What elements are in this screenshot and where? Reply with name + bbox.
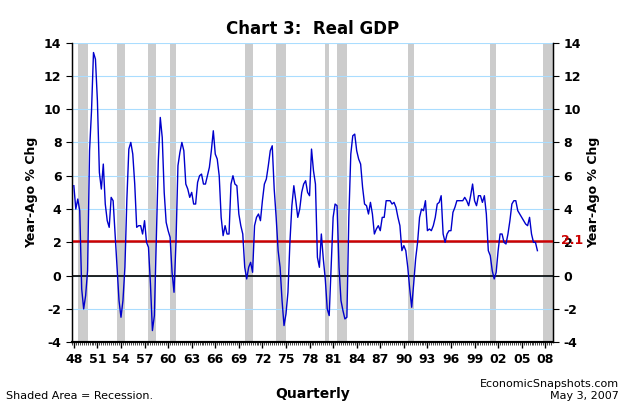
Bar bbox=[78, 43, 88, 342]
Text: Quarterly: Quarterly bbox=[275, 387, 350, 401]
Bar bbox=[408, 43, 414, 342]
Text: EconomicSnapshots.com
May 3, 2007: EconomicSnapshots.com May 3, 2007 bbox=[479, 379, 619, 401]
Bar bbox=[117, 43, 125, 342]
Title: Chart 3:  Real GDP: Chart 3: Real GDP bbox=[226, 20, 399, 38]
Bar bbox=[337, 43, 347, 342]
Bar bbox=[276, 43, 286, 342]
Bar bbox=[149, 43, 156, 342]
Bar bbox=[170, 43, 176, 342]
Y-axis label: Year-Ago % Chg: Year-Ago % Chg bbox=[26, 137, 38, 248]
Bar bbox=[245, 43, 252, 342]
Bar bbox=[490, 43, 496, 342]
Bar bbox=[543, 43, 553, 342]
Bar bbox=[325, 43, 329, 342]
Y-axis label: Year-Ago % Chg: Year-Ago % Chg bbox=[587, 137, 599, 248]
Text: 2.1: 2.1 bbox=[561, 234, 584, 247]
Text: Shaded Area = Recession.: Shaded Area = Recession. bbox=[6, 391, 153, 401]
